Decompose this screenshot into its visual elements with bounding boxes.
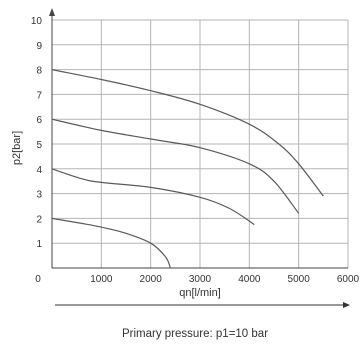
x-tick-labels: 0 1000 2000 3000 4000 5000 6000 [35, 274, 359, 285]
x-tick-label: 3000 [189, 274, 212, 285]
grid [52, 19, 349, 268]
chart-caption: Primary pressure: p1=10 bar [122, 328, 268, 340]
x-axis-arrow-head [343, 302, 350, 308]
y-tick-label: 8 [36, 66, 42, 77]
series-line-1 [51, 69, 324, 197]
x-tick-label: 1000 [90, 274, 113, 285]
x-tick-label: 6000 [337, 274, 360, 285]
series-line-2 [51, 118, 300, 214]
series-group [51, 69, 324, 269]
series-line-4 [51, 217, 171, 269]
y-tick-label: 4 [36, 165, 42, 176]
x-tick-label: 0 [35, 274, 41, 285]
y-tick-label: 2 [36, 214, 42, 225]
x-tick-label: 4000 [238, 274, 261, 285]
x-tick-label: 5000 [288, 274, 311, 285]
x-tick-label: 2000 [140, 274, 163, 285]
series-line-3 [51, 168, 255, 226]
y-tick-label: 3 [36, 190, 42, 201]
y-axis-arrow-head [49, 8, 55, 16]
y-axis-label: p2[bar] [11, 131, 23, 165]
y-tick-label: 1 [36, 239, 42, 250]
y-tick-labels: 1 2 3 4 5 6 7 8 9 10 [31, 16, 43, 250]
y-tick-label: 7 [36, 90, 42, 101]
y-tick-label: 9 [36, 41, 42, 52]
y-tick-label: 10 [31, 16, 43, 27]
x-axis-label: qn[l/min] [179, 287, 221, 299]
y-tick-label: 5 [36, 140, 42, 151]
y-tick-label: 6 [36, 115, 42, 126]
axes [49, 8, 348, 269]
